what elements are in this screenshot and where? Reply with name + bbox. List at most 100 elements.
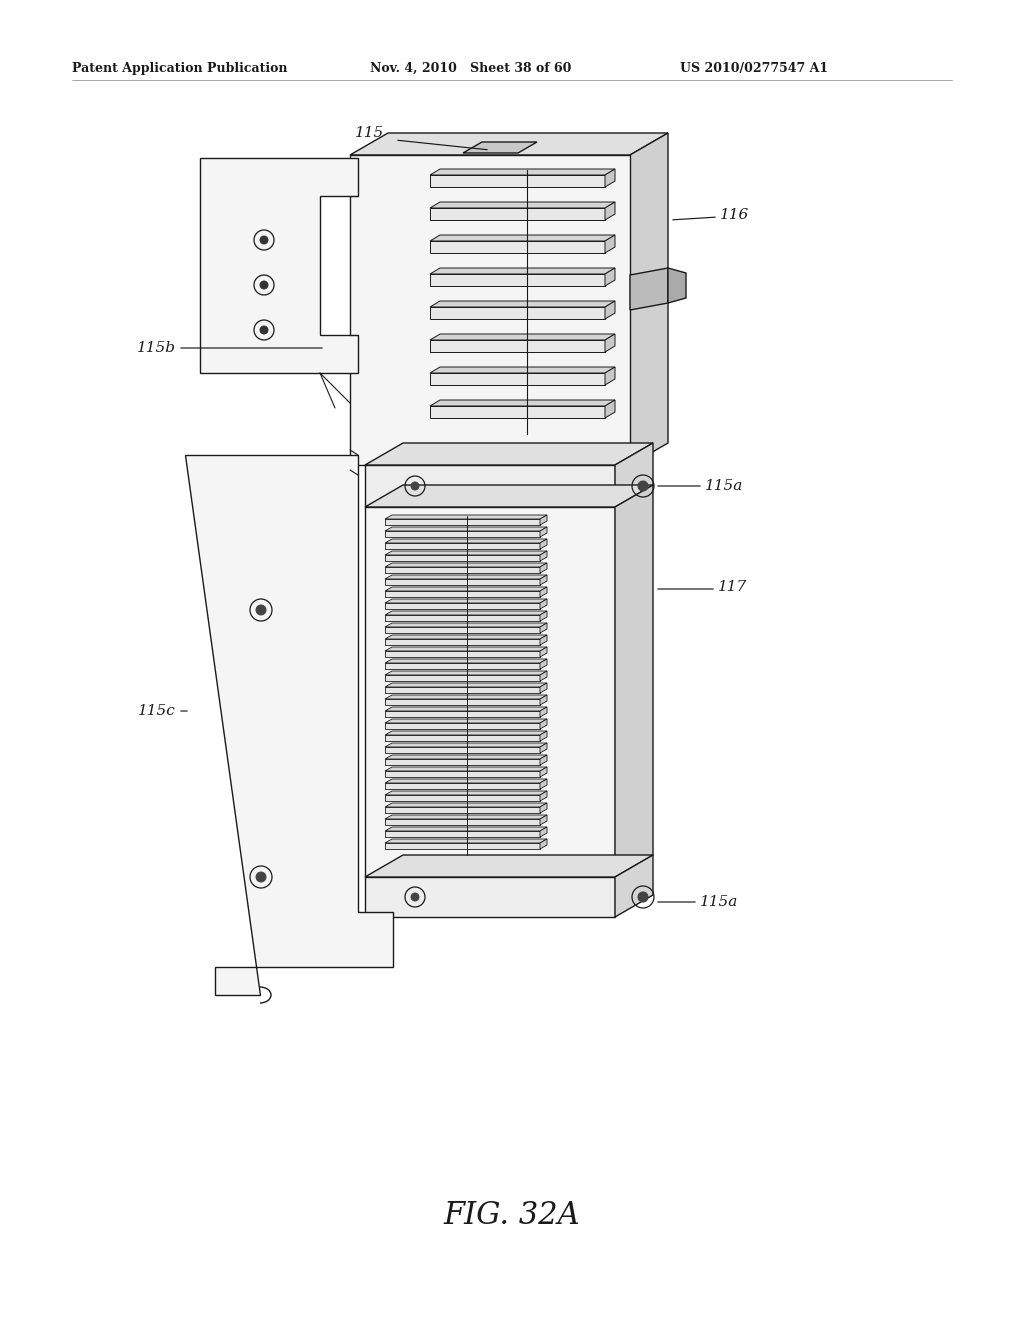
Polygon shape — [385, 686, 540, 693]
Polygon shape — [540, 527, 547, 537]
Polygon shape — [430, 209, 605, 220]
Polygon shape — [385, 818, 540, 825]
Polygon shape — [385, 803, 547, 807]
Text: 117: 117 — [718, 579, 748, 594]
Polygon shape — [385, 828, 547, 832]
Circle shape — [638, 892, 648, 902]
Polygon shape — [615, 855, 653, 917]
Polygon shape — [385, 743, 547, 747]
Polygon shape — [385, 779, 547, 783]
Polygon shape — [365, 507, 615, 876]
Circle shape — [411, 894, 419, 902]
Polygon shape — [540, 791, 547, 801]
Polygon shape — [385, 840, 547, 843]
Polygon shape — [540, 743, 547, 752]
Polygon shape — [430, 407, 605, 418]
Polygon shape — [200, 158, 358, 374]
Polygon shape — [430, 308, 605, 319]
Polygon shape — [430, 301, 615, 308]
Polygon shape — [605, 202, 615, 220]
Polygon shape — [385, 635, 547, 639]
Polygon shape — [385, 611, 547, 615]
Text: 115: 115 — [355, 125, 384, 140]
Polygon shape — [385, 659, 547, 663]
Polygon shape — [385, 550, 547, 554]
Polygon shape — [540, 828, 547, 837]
Polygon shape — [540, 515, 547, 525]
Polygon shape — [540, 767, 547, 777]
Polygon shape — [540, 840, 547, 849]
Polygon shape — [385, 700, 540, 705]
Polygon shape — [385, 755, 547, 759]
Polygon shape — [385, 711, 540, 717]
Polygon shape — [385, 627, 540, 634]
Polygon shape — [385, 554, 540, 561]
Polygon shape — [385, 731, 547, 735]
Polygon shape — [385, 531, 540, 537]
Polygon shape — [185, 455, 393, 995]
Polygon shape — [385, 615, 540, 620]
Polygon shape — [365, 465, 615, 507]
Polygon shape — [540, 814, 547, 825]
Polygon shape — [430, 242, 605, 253]
Polygon shape — [540, 599, 547, 609]
Text: 115c: 115c — [138, 704, 176, 718]
Polygon shape — [350, 154, 630, 465]
Polygon shape — [385, 747, 540, 752]
Circle shape — [411, 482, 419, 490]
Polygon shape — [385, 515, 547, 519]
Polygon shape — [430, 268, 615, 275]
Text: Patent Application Publication: Patent Application Publication — [72, 62, 288, 75]
Polygon shape — [385, 663, 540, 669]
Polygon shape — [385, 807, 540, 813]
Polygon shape — [605, 367, 615, 385]
Polygon shape — [540, 647, 547, 657]
Polygon shape — [605, 235, 615, 253]
Polygon shape — [385, 543, 540, 549]
Polygon shape — [605, 169, 615, 187]
Polygon shape — [430, 367, 615, 374]
Polygon shape — [540, 755, 547, 766]
Polygon shape — [385, 832, 540, 837]
Polygon shape — [385, 771, 540, 777]
Polygon shape — [385, 814, 547, 818]
Circle shape — [260, 236, 268, 244]
Polygon shape — [385, 579, 540, 585]
Polygon shape — [385, 708, 547, 711]
Text: Nov. 4, 2010   Sheet 38 of 60: Nov. 4, 2010 Sheet 38 of 60 — [370, 62, 571, 75]
Polygon shape — [385, 682, 547, 686]
Polygon shape — [463, 143, 537, 153]
Polygon shape — [385, 519, 540, 525]
Polygon shape — [540, 659, 547, 669]
Polygon shape — [430, 202, 615, 209]
Polygon shape — [540, 779, 547, 789]
Polygon shape — [365, 444, 653, 465]
Polygon shape — [430, 400, 615, 407]
Polygon shape — [540, 623, 547, 634]
Polygon shape — [540, 719, 547, 729]
Polygon shape — [385, 623, 547, 627]
Polygon shape — [385, 759, 540, 766]
Polygon shape — [430, 275, 605, 286]
Polygon shape — [540, 708, 547, 717]
Circle shape — [260, 326, 268, 334]
Polygon shape — [540, 576, 547, 585]
Polygon shape — [385, 671, 547, 675]
Polygon shape — [540, 803, 547, 813]
Polygon shape — [385, 719, 547, 723]
Polygon shape — [540, 671, 547, 681]
Polygon shape — [385, 783, 540, 789]
Polygon shape — [430, 176, 605, 187]
Polygon shape — [385, 568, 540, 573]
Polygon shape — [365, 484, 653, 507]
Polygon shape — [430, 169, 615, 176]
Polygon shape — [605, 268, 615, 286]
Polygon shape — [605, 334, 615, 352]
Text: US 2010/0277547 A1: US 2010/0277547 A1 — [680, 62, 828, 75]
Polygon shape — [540, 682, 547, 693]
Polygon shape — [630, 268, 668, 310]
Text: FIG. 32A: FIG. 32A — [443, 1200, 581, 1230]
Circle shape — [638, 480, 648, 491]
Polygon shape — [540, 564, 547, 573]
Circle shape — [260, 281, 268, 289]
